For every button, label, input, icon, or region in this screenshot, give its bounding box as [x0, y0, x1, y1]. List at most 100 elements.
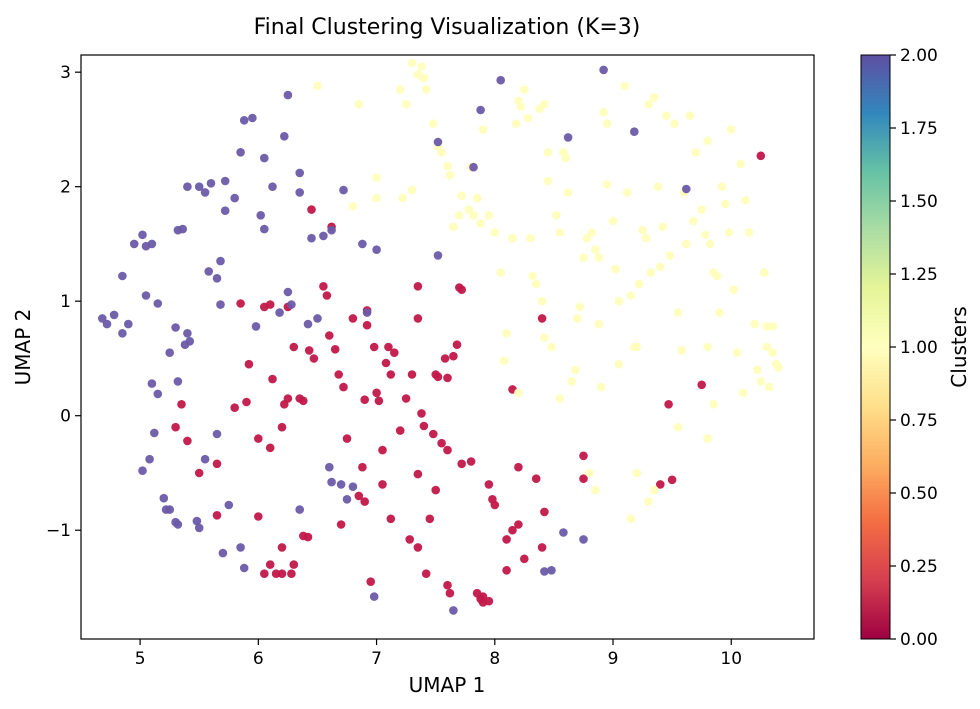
data-point-cluster-1 [700, 230, 710, 240]
data-point-cluster-1 [398, 193, 407, 203]
data-point-cluster-0 [230, 403, 239, 413]
data-point-cluster-2 [313, 314, 322, 323]
data-point-cluster-0 [502, 566, 511, 575]
data-point-cluster-0 [508, 525, 517, 535]
data-point-cluster-1 [585, 468, 594, 478]
data-point-cluster-2 [283, 90, 293, 100]
data-point-cluster-1 [622, 188, 632, 197]
y-axis-label: UMAP 2 [11, 309, 35, 386]
data-point-cluster-1 [644, 99, 653, 109]
data-point-cluster-2 [496, 75, 506, 85]
data-point-cluster-2 [118, 271, 127, 281]
data-point-cluster-1 [736, 159, 745, 169]
data-point-cluster-0 [466, 457, 476, 466]
data-point-cluster-1 [540, 333, 549, 343]
data-point-cluster-0 [358, 462, 367, 472]
data-point-cluster-0 [277, 569, 287, 578]
data-point-cluster-2 [236, 148, 245, 157]
data-point-cluster-2 [109, 310, 119, 320]
data-point-cluster-1 [449, 222, 458, 232]
data-point-cluster-1 [697, 205, 706, 214]
data-point-cluster-0 [212, 511, 222, 520]
data-point-cluster-1 [526, 233, 535, 243]
data-point-cluster-1 [653, 182, 663, 191]
data-point-cluster-2 [194, 523, 204, 533]
data-point-cluster-1 [407, 185, 417, 195]
data-point-cluster-1 [543, 148, 553, 157]
data-point-cluster-0 [429, 429, 438, 439]
data-point-cluster-2 [200, 188, 210, 197]
x-tick-label: 7 [371, 649, 382, 669]
data-point-cluster-0 [381, 358, 391, 368]
data-point-cluster-0 [697, 380, 706, 390]
data-point-cluster-2 [251, 322, 261, 331]
plot-frame [80, 54, 815, 640]
data-point-cluster-0 [253, 434, 263, 443]
data-point-cluster-1 [429, 119, 438, 128]
data-point-cluster-0 [265, 443, 275, 453]
data-point-cluster-1 [401, 99, 411, 109]
data-point-cluster-0 [372, 388, 381, 398]
data-point-cluster-1 [587, 228, 596, 237]
data-point-cluster-1 [717, 182, 727, 191]
data-point-cluster-0 [384, 342, 393, 352]
data-point-cluster-1 [753, 365, 762, 375]
data-point-cluster-2 [173, 377, 183, 386]
data-point-cluster-1 [502, 329, 511, 338]
data-point-cluster-2 [358, 239, 367, 249]
data-point-cluster-1 [602, 119, 612, 128]
data-point-cluster-1 [726, 125, 736, 134]
data-point-cluster-2 [220, 206, 230, 215]
data-point-cluster-0 [413, 469, 423, 479]
data-point-cluster-2 [476, 105, 485, 115]
y-tick-label: −1 [46, 521, 71, 541]
data-point-cluster-1 [540, 99, 549, 109]
data-point-cluster-0 [369, 342, 379, 352]
data-point-cluster-1 [768, 322, 777, 331]
data-point-cluster-1 [561, 153, 570, 163]
data-point-cluster-0 [360, 395, 370, 405]
data-point-cluster-2 [124, 319, 133, 329]
data-point-cluster-0 [449, 351, 458, 361]
colorbar-tick-label: 0.50 [900, 484, 938, 504]
data-point-cluster-0 [366, 577, 376, 586]
data-point-cluster-0 [236, 299, 245, 308]
data-point-cluster-1 [508, 233, 517, 243]
data-point-cluster-1 [641, 233, 651, 243]
data-point-cluster-1 [372, 173, 381, 182]
data-point-cluster-0 [440, 354, 450, 363]
data-point-cluster-0 [322, 291, 332, 300]
data-point-cluster-0 [443, 373, 452, 383]
data-point-cluster-1 [354, 99, 364, 109]
data-point-cluster-2 [236, 543, 245, 552]
data-point-cluster-1 [626, 514, 636, 524]
y-tick-label: 1 [60, 292, 71, 312]
data-point-cluster-2 [295, 168, 305, 178]
data-point-cluster-2 [212, 274, 222, 283]
data-point-cluster-1 [537, 296, 547, 306]
colorbar [860, 54, 891, 640]
data-point-cluster-1 [579, 253, 588, 262]
data-point-cluster-0 [514, 462, 523, 472]
data-point-cluster-2 [153, 299, 163, 308]
data-point-cluster-1 [650, 93, 659, 102]
data-point-cluster-2 [319, 231, 328, 241]
data-point-cluster-1 [484, 211, 494, 220]
colorbar-tick-label: 0.75 [900, 411, 938, 431]
data-point-cluster-1 [762, 322, 771, 331]
data-point-cluster-2 [372, 245, 381, 254]
data-point-cluster-0 [417, 409, 426, 418]
data-point-cluster-0 [194, 468, 204, 478]
data-point-cluster-2 [348, 482, 358, 492]
data-point-cluster-2 [216, 256, 225, 266]
data-point-cluster-2 [239, 116, 249, 125]
data-point-cluster-1 [552, 211, 561, 220]
data-point-cluster-1 [614, 359, 624, 369]
data-point-cluster-0 [413, 282, 423, 291]
data-point-cluster-2 [212, 429, 222, 439]
data-point-cluster-1 [620, 81, 630, 91]
data-point-cluster-0 [413, 543, 423, 552]
data-point-cluster-1 [499, 356, 509, 366]
data-point-cluster-1 [750, 319, 760, 329]
